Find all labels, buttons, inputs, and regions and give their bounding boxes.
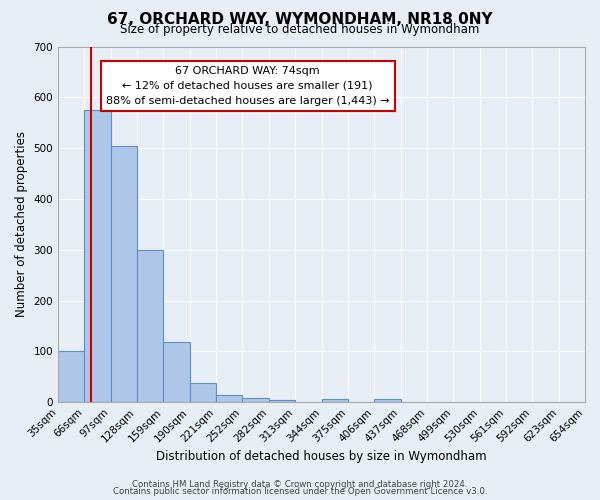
Bar [269, 400, 295, 402]
Text: Size of property relative to detached houses in Wymondham: Size of property relative to detached ho… [121, 22, 479, 36]
Text: 67, ORCHARD WAY, WYMONDHAM, NR18 0NY: 67, ORCHARD WAY, WYMONDHAM, NR18 0NY [107, 12, 493, 28]
Bar [111, 146, 137, 402]
Bar [374, 398, 401, 402]
Bar [190, 384, 216, 402]
Bar [85, 110, 111, 402]
Text: Contains HM Land Registry data © Crown copyright and database right 2024.: Contains HM Land Registry data © Crown c… [132, 480, 468, 489]
Bar [58, 352, 85, 402]
Bar [163, 342, 190, 402]
Y-axis label: Number of detached properties: Number of detached properties [15, 132, 28, 318]
Bar [242, 398, 269, 402]
X-axis label: Distribution of detached houses by size in Wymondham: Distribution of detached houses by size … [156, 450, 487, 462]
Bar [322, 398, 348, 402]
Bar [216, 394, 242, 402]
Text: 67 ORCHARD WAY: 74sqm
← 12% of detached houses are smaller (191)
88% of semi-det: 67 ORCHARD WAY: 74sqm ← 12% of detached … [106, 66, 389, 106]
Bar [137, 250, 163, 402]
Text: Contains public sector information licensed under the Open Government Licence v3: Contains public sector information licen… [113, 487, 487, 496]
